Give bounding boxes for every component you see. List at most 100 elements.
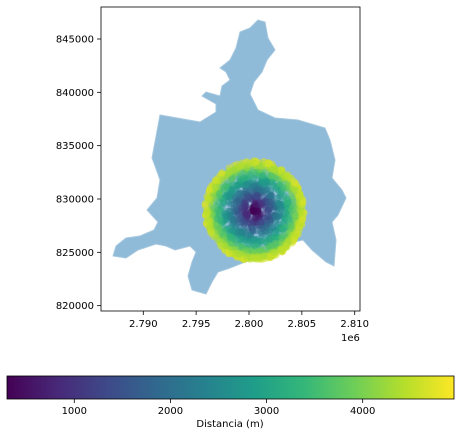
distance-point: [280, 192, 288, 200]
distance-point: [216, 216, 225, 224]
distance-point: [266, 203, 274, 211]
colorbar: 1000 2000 3000 4000 Distancia (m): [6, 375, 455, 430]
distance-point: [255, 237, 263, 245]
distance-point: [263, 181, 271, 189]
distance-point: [248, 224, 256, 232]
plot-frame: [100, 6, 361, 312]
x-axis: 2.790 2.795 2.800 2.805 2.810: [129, 311, 369, 330]
y-tick-label: 845000: [56, 35, 94, 46]
colorbar-tick-label: 4000: [350, 406, 375, 417]
distance-point: [278, 225, 286, 234]
distance-point: [278, 234, 286, 242]
distance-point: [232, 198, 240, 206]
x-tick-label: 2.810: [340, 319, 369, 330]
distance-point: [238, 161, 247, 169]
distance-point: [295, 226, 303, 234]
distance-point: [236, 214, 244, 223]
distance-point: [276, 200, 284, 208]
colorbar-gradient: [6, 375, 455, 400]
y-axis: 820000 825000 830000 835000 840000 845000: [56, 35, 101, 312]
distance-point: [280, 184, 288, 192]
map-axes: 2.790 2.795 2.800 2.805 2.810 820000 825000 83…: [56, 6, 369, 344]
distance-point: [237, 204, 246, 212]
distance-point: [234, 250, 243, 258]
distance-point: [258, 224, 267, 232]
distance-point: [273, 213, 281, 221]
distance-point: [213, 234, 221, 242]
distance-point: [219, 199, 228, 207]
distance-point: [229, 216, 237, 224]
distance-point: [226, 234, 235, 242]
distance-point: [252, 214, 260, 222]
distance-point: [299, 216, 307, 224]
distance-point: [277, 206, 285, 214]
distance-point: [277, 166, 285, 174]
distance-point: [253, 193, 262, 201]
distance-point: [284, 215, 293, 223]
distance-point: [246, 171, 254, 179]
distance-point: [242, 252, 250, 260]
colorbar-tick-label: 2000: [158, 406, 183, 417]
distance-point: [265, 160, 273, 168]
distance-point: [229, 250, 237, 258]
distance-point: [271, 165, 279, 173]
distance-point: [249, 159, 257, 167]
distance-point: [214, 206, 222, 215]
distance-point: [292, 180, 300, 188]
distance-point: [243, 212, 251, 220]
distance-point: [271, 229, 279, 237]
colorbar-ticks: 1000 2000 3000 4000: [62, 399, 375, 417]
distance-point: [287, 222, 295, 230]
distance-point: [205, 216, 213, 224]
distance-point: [218, 169, 226, 177]
distance-point: [249, 254, 257, 262]
distance-point: [292, 212, 300, 220]
colorbar-label: Distancia (m): [196, 419, 263, 430]
distance-point: [259, 172, 267, 180]
distance-point: [265, 212, 273, 220]
x-tick-label: 2.790: [129, 319, 158, 330]
distance-point: [229, 185, 237, 193]
distance-point: [243, 192, 251, 200]
distance-points: [201, 157, 308, 264]
distance-point: [267, 192, 275, 200]
y-tick-label: 825000: [56, 248, 94, 259]
distance-point: [290, 235, 298, 243]
distance-point: [282, 172, 291, 181]
distance-point: [211, 176, 220, 184]
distance-point: [274, 194, 282, 202]
x-tick-label: 2.795: [182, 319, 211, 330]
x-tick-label: 2.800: [235, 319, 264, 330]
distance-point: [202, 210, 210, 218]
distance-point: [229, 226, 237, 234]
distance-point: [257, 198, 265, 206]
y-tick-label: 830000: [56, 195, 94, 206]
distance-point: [235, 229, 243, 237]
distance-point: [250, 207, 258, 215]
y-tick-label: 820000: [56, 301, 94, 312]
distance-point: [207, 227, 215, 235]
distance-point: [237, 176, 245, 184]
y-tick-label: 835000: [56, 141, 94, 152]
distance-point: [270, 248, 278, 256]
distance-point: [261, 238, 269, 246]
y-tick-label: 840000: [56, 88, 94, 99]
distance-point: [277, 245, 285, 253]
distance-point: [221, 242, 229, 250]
x-offset-label: 1e6: [341, 333, 360, 344]
distance-point: [269, 181, 277, 189]
distance-point: [230, 204, 238, 212]
distance-point: [271, 239, 280, 248]
distance-point: [258, 219, 266, 227]
distance-point: [221, 183, 229, 191]
distance-point: [297, 209, 305, 217]
x-tick-label: 2.805: [288, 319, 317, 330]
distance-point: [240, 220, 248, 228]
colorbar-tick-label: 1000: [62, 406, 87, 417]
distance-point: [260, 252, 268, 260]
distance-point: [248, 237, 256, 245]
distance-point: [248, 183, 256, 192]
distance-point: [205, 186, 213, 194]
distance-point: [229, 167, 237, 175]
